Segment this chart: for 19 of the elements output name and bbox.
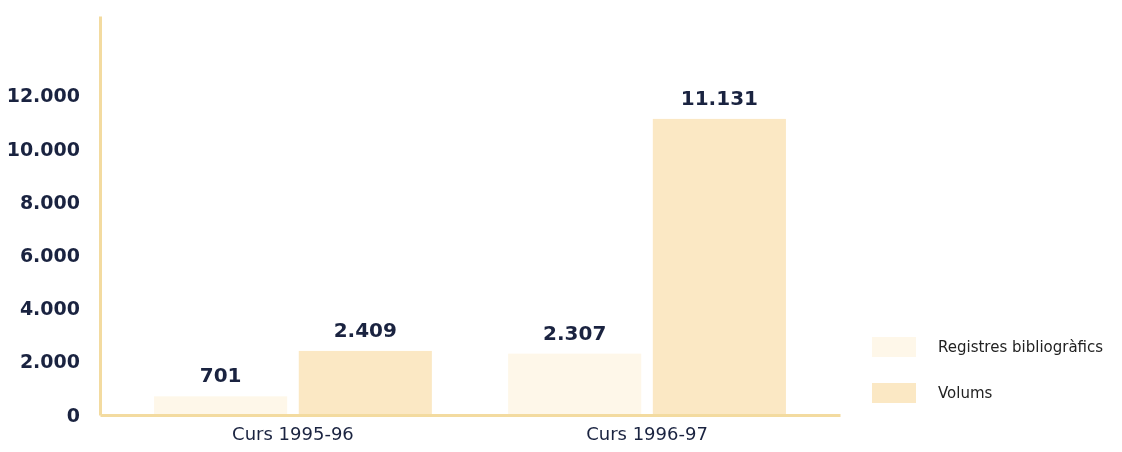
legend-label: Volums <box>938 384 993 402</box>
x-tick-label: Curs 1996-97 <box>586 422 708 444</box>
data-label: 2.307 <box>543 320 607 345</box>
y-tick-label: 12.000 <box>6 84 80 107</box>
y-tick-label: 2.000 <box>19 350 80 373</box>
data-label: 2.409 <box>333 317 397 342</box>
y-tick-label: 10.000 <box>6 137 80 160</box>
x-tick-label: Curs 1995-96 <box>232 422 354 444</box>
bar <box>652 118 786 415</box>
y-tick-label: 6.000 <box>19 243 80 266</box>
data-label: 701 <box>199 363 242 388</box>
bar <box>508 353 642 415</box>
y-tick-label: 4.000 <box>19 297 80 320</box>
bar <box>298 350 432 415</box>
bar <box>154 396 288 415</box>
y-tick-label: 8.000 <box>19 190 80 213</box>
legend-label: Registres bibliogràfics <box>938 338 1104 356</box>
y-tick-label: 0 <box>66 403 80 426</box>
data-label: 11.131 <box>680 85 758 110</box>
